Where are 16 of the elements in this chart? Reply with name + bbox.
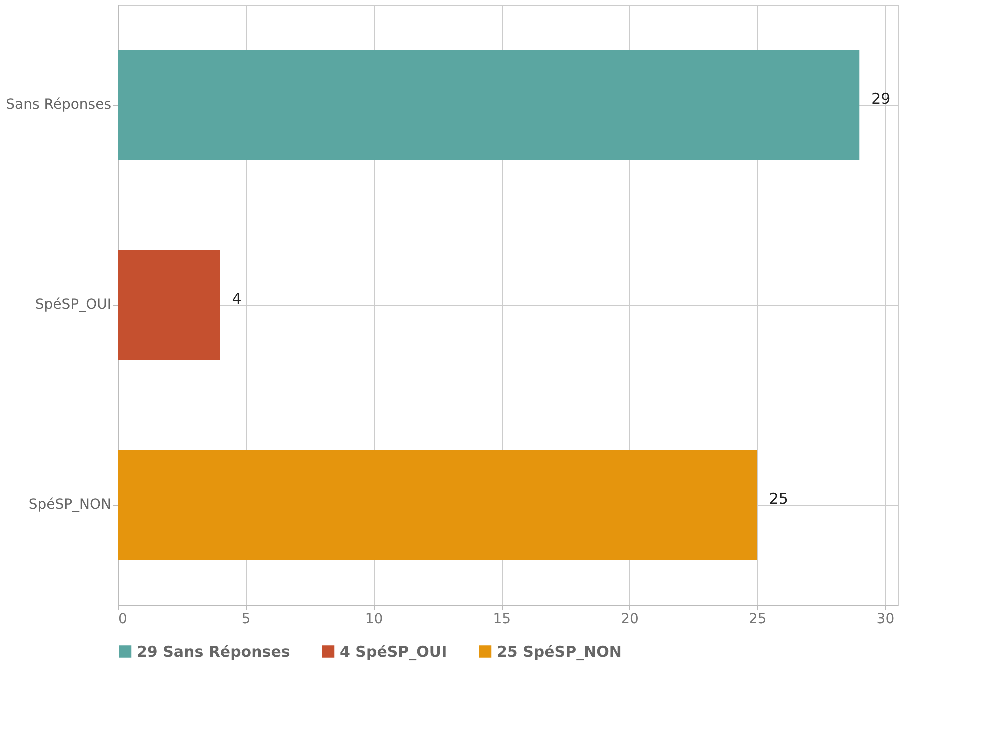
legend-label: 29 Sans Réponses <box>137 642 290 661</box>
y-tick-label: SpéSP_NON <box>28 497 112 513</box>
y-tick-label: SpéSP_OUI <box>35 297 112 313</box>
data-label: 25 <box>769 490 788 508</box>
x-tick-label: 10 <box>365 612 384 628</box>
x-tick-label: 25 <box>748 612 767 628</box>
y-tick-label: Sans Réponses <box>6 97 112 113</box>
x-tick-label: 0 <box>118 612 128 628</box>
x-tick-label: 20 <box>621 612 639 628</box>
x-tick-label: 30 <box>876 612 895 628</box>
x-tick-label: 15 <box>493 612 512 628</box>
legend-label: 4 SpéSP_OUI <box>340 642 448 661</box>
legend-label: 25 SpéSP_NON <box>497 642 622 661</box>
data-label: 4 <box>232 290 242 308</box>
data-label: 29 <box>872 90 891 108</box>
x-tick-label: 5 <box>242 612 251 628</box>
